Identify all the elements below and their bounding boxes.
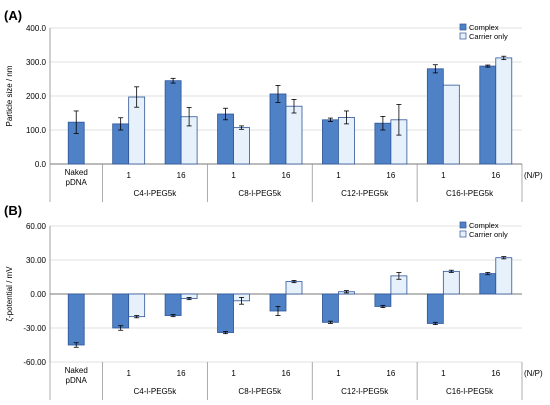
np-axis-label: (N/P): [524, 171, 543, 180]
x-np-ratio-label: 1: [126, 369, 131, 378]
legend-label: Complex: [469, 221, 499, 230]
np-axis-label: (N/P): [524, 369, 543, 378]
x-group-label: C4-l-PEG5k: [134, 387, 178, 396]
y-tick-label: 200.0: [26, 92, 47, 101]
bar-carrier-only: [233, 127, 250, 165]
bar-carrier-only: [442, 270, 460, 295]
bar-complex: [322, 293, 339, 323]
y-tick-label: 300.0: [26, 58, 47, 67]
x-np-ratio-label: 1: [231, 369, 236, 378]
y-tick-label: 30.00: [26, 256, 47, 265]
panel-b-chart: -60.00 -30.00 0.00 30.00 60.00 ζ-potential / …: [5, 221, 543, 400]
x-group-label: C16-l-PEG5k: [446, 189, 494, 198]
bar-carrier-only: [338, 117, 355, 165]
x-group-label: C8-l-PEG5k: [238, 189, 282, 198]
y-tick-label: 100.0: [26, 126, 47, 135]
bar-carrier-only: [285, 105, 303, 165]
bar-complex: [479, 273, 497, 295]
y-tick-label: -60.00: [23, 358, 46, 367]
panel-a-label: (A): [4, 8, 22, 23]
x-category-label: Naked: [65, 366, 88, 375]
x-np-ratio-label: 16: [177, 369, 186, 378]
legend-swatch: [459, 32, 467, 40]
y-tick-label: 0.0: [35, 160, 47, 169]
bar-carrier-only: [442, 84, 460, 165]
y-axis-label: Particle size / nm: [5, 65, 14, 126]
legend-swatch: [459, 221, 467, 229]
x-np-ratio-label: 16: [282, 171, 291, 180]
bar-complex: [426, 68, 444, 165]
x-np-ratio-label: 16: [177, 171, 186, 180]
y-tick-label: 60.00: [26, 222, 47, 231]
bar-carrier-only: [128, 293, 146, 318]
bar-complex: [426, 293, 444, 324]
x-np-ratio-label: 1: [126, 171, 131, 180]
y-tick-label: 0.00: [30, 290, 46, 299]
x-np-ratio-label: 1: [441, 171, 446, 180]
panel-a-chart: 0.0 100.0 200.0 300.0 400.0 Particle size / n…: [5, 23, 543, 202]
y-tick-label: -30.00: [23, 324, 46, 333]
bar-complex: [269, 93, 287, 165]
y-tick-label: 400.0: [26, 24, 47, 33]
x-np-ratio-label: 16: [386, 171, 395, 180]
bar-complex: [479, 65, 497, 165]
bar-complex: [67, 293, 85, 346]
bar-complex: [217, 113, 234, 165]
x-np-ratio-label: 16: [282, 369, 291, 378]
bar-carrier-only: [285, 281, 303, 295]
bar-complex: [112, 293, 130, 329]
bar-carrier-only: [495, 57, 513, 165]
legend-label: Carrier only: [469, 32, 508, 41]
x-group-label: C16-l-PEG5k: [446, 387, 494, 396]
x-category-label: pDNA: [66, 178, 88, 187]
x-group-label: C8-l-PEG5k: [238, 387, 282, 396]
legend-label: Complex: [469, 23, 499, 32]
x-group-label: C12-l-PEG5k: [341, 189, 389, 198]
bar-complex: [374, 293, 392, 307]
bar-complex: [217, 293, 234, 333]
x-np-ratio-label: 16: [491, 171, 500, 180]
x-np-ratio-label: 16: [491, 369, 500, 378]
x-np-ratio-label: 1: [231, 171, 236, 180]
legend-swatch: [459, 230, 467, 238]
panel-b-label: (B): [4, 203, 22, 218]
legend-label: Carrier only: [469, 230, 508, 239]
bar-carrier-only: [495, 257, 513, 295]
x-category-label: Naked: [65, 168, 88, 177]
x-np-ratio-label: 16: [386, 369, 395, 378]
bar-complex: [164, 293, 182, 316]
y-axis-label: ζ-potential / mV: [5, 266, 14, 322]
x-np-ratio-label: 1: [441, 369, 446, 378]
x-np-ratio-label: 1: [336, 369, 341, 378]
x-category-label: pDNA: [66, 376, 88, 385]
x-group-label: C12-l-PEG5k: [341, 387, 389, 396]
bar-complex: [164, 80, 182, 165]
bar-complex: [322, 119, 339, 165]
legend-swatch: [459, 23, 467, 31]
x-np-ratio-label: 1: [336, 171, 341, 180]
x-group-label: C4-l-PEG5k: [134, 189, 178, 198]
